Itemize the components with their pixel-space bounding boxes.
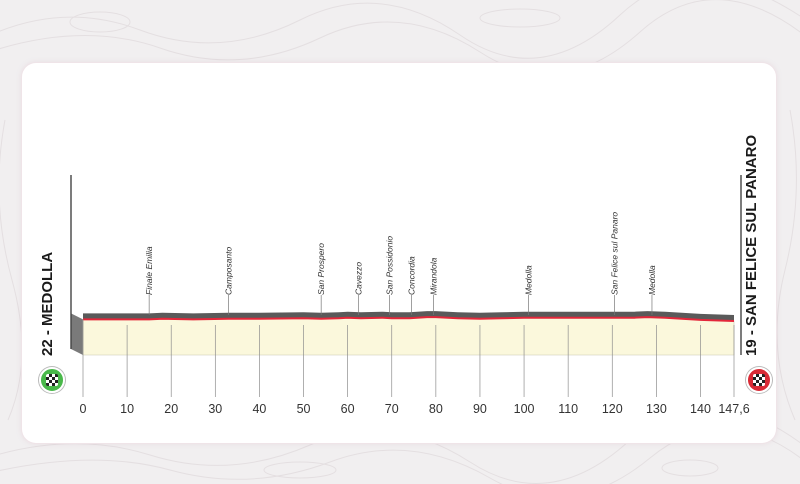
km-tick-label: 10 bbox=[120, 402, 134, 416]
km-tick-label: 130 bbox=[646, 402, 667, 416]
start-badge bbox=[39, 367, 65, 393]
km-tick-label: 140 bbox=[690, 402, 711, 416]
km-tick-label: 30 bbox=[208, 402, 222, 416]
waypoint-label: Cavezzo bbox=[354, 262, 364, 295]
profile-top-band bbox=[83, 311, 734, 322]
waypoint-label: Camposanto bbox=[224, 247, 234, 295]
waypoint-label: San Possidonio bbox=[385, 236, 395, 295]
checkered-flag-icon bbox=[753, 374, 765, 386]
km-tick-label: 110 bbox=[558, 402, 578, 416]
profile-area bbox=[82, 316, 735, 356]
start-label: 22 - MEDOLLA bbox=[39, 251, 56, 356]
finish-label: 19 - SAN FELICE SUL PANARO bbox=[743, 134, 760, 356]
km-tick-label: 40 bbox=[252, 402, 266, 416]
waypoint-label: San Felice sul Panaro bbox=[609, 212, 619, 295]
profile-elevation-line bbox=[83, 316, 735, 322]
waypoint-label: Concordia bbox=[407, 256, 417, 295]
waypoint-label: San Prospero bbox=[316, 243, 326, 295]
km-tick-label: 0 bbox=[80, 402, 87, 416]
profile-card: 0 10 20 30 40 50 60 70 80 90 100 110 120 130 140 147,6 F… bbox=[22, 63, 776, 443]
km-tick-label: 60 bbox=[341, 402, 355, 416]
waypoint-label: Medolla bbox=[647, 265, 657, 295]
km-tick-label: 90 bbox=[473, 402, 487, 416]
km-tick-label: 80 bbox=[429, 402, 443, 416]
km-tick-label: 100 bbox=[514, 402, 535, 416]
waypoint-label: Finale Emilia bbox=[144, 246, 154, 295]
profile-left-side bbox=[71, 313, 83, 355]
km-tick-label: 20 bbox=[164, 402, 178, 416]
waypoint-label: Mirandola bbox=[429, 257, 439, 295]
km-tick-label: 70 bbox=[385, 402, 399, 416]
km-tick-label: 120 bbox=[602, 402, 623, 416]
finish-badge bbox=[746, 367, 772, 393]
elevation-profile-chart: 0 10 20 30 40 50 60 70 80 90 100 110 120 130 140 147,6 F… bbox=[70, 175, 750, 416]
km-tick-label: 147,6 bbox=[718, 402, 749, 416]
waypoint-label: Medolla bbox=[523, 265, 533, 295]
checkered-flag-icon bbox=[46, 374, 58, 386]
km-tick-label: 50 bbox=[297, 402, 311, 416]
